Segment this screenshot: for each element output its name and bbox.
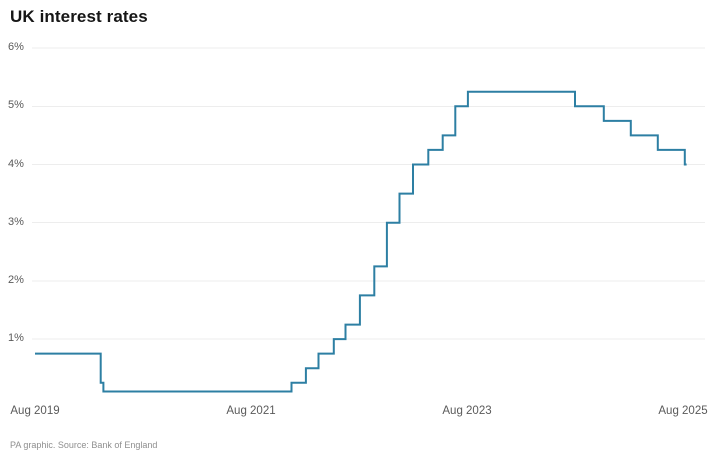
bank-rate-line	[35, 90, 687, 393]
y-axis-tick-label-6pct: 6%	[8, 41, 24, 54]
y-axis-tick-label-5pct: 5%	[8, 99, 24, 112]
y-axis-tick-label-4pct: 4%	[8, 157, 24, 170]
x-axis-tick-label-aug2023: Aug 2023	[442, 405, 492, 417]
y-axis-tick-label-2pct: 2%	[8, 273, 24, 286]
x-axis-tick-label-aug2021: Aug 2021	[226, 405, 276, 417]
x-axis-tick-label-aug2019: Aug 2019	[10, 405, 60, 417]
y-axis-tick-label-3pct: 3%	[8, 215, 24, 228]
y-axis-tick-label-1pct: 1%	[8, 332, 24, 345]
source-credit: PA graphic. Source: Bank of England	[10, 440, 158, 450]
chart-title: UK interest rates	[10, 7, 148, 26]
x-axis-tick-label-aug2025: Aug 2025	[658, 405, 708, 417]
